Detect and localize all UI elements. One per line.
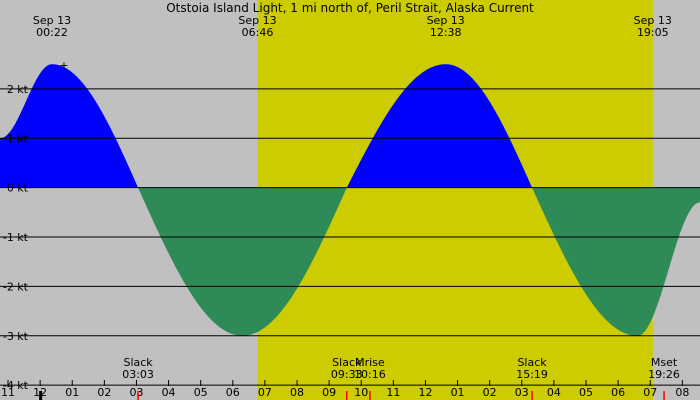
event-name-label: Mrise — [355, 356, 385, 369]
x-tick-label: 01 — [65, 386, 79, 399]
event-name-label: Slack — [123, 356, 153, 369]
event-time-label: 03:03 — [122, 368, 154, 381]
flood-current-area — [0, 64, 700, 188]
x-tick-label: 01 — [451, 386, 465, 399]
x-tick-label: 12 — [418, 386, 432, 399]
peak-marker: + — [59, 59, 68, 72]
y-tick-label: -2 kt — [3, 280, 29, 293]
x-tick-label: 06 — [226, 386, 240, 399]
top-event-date: Sep 13 — [33, 14, 71, 27]
x-tick-label: 04 — [547, 386, 561, 399]
y-tick-label: 0 kt — [7, 182, 29, 195]
event-name-label: Slack — [517, 356, 547, 369]
event-time-label: 15:19 — [516, 368, 548, 381]
x-tick-label: 02 — [97, 386, 111, 399]
x-tick-label: 05 — [194, 386, 208, 399]
chart-title: Otstoia Island Light, 1 mi north of, Per… — [166, 1, 534, 15]
top-event-date: Sep 13 — [427, 14, 465, 27]
midnight-marker — [39, 391, 43, 400]
y-tick-label: -3 kt — [3, 330, 29, 343]
event-time-label: 19:26 — [648, 368, 680, 381]
x-tick-label: 11 — [1, 386, 15, 399]
x-tick-label: 03 — [515, 386, 529, 399]
x-tick-label: 05 — [579, 386, 593, 399]
x-tick-label: 08 — [675, 386, 689, 399]
y-tick-label: 2 kt — [7, 83, 29, 96]
gridlines — [0, 88, 700, 386]
x-tick-label: 06 — [611, 386, 625, 399]
x-tick-label: 08 — [290, 386, 304, 399]
x-tick-label: 09 — [322, 386, 336, 399]
top-event-time: 06:46 — [242, 26, 274, 39]
event-time-label: 09:33 — [331, 368, 363, 381]
ebb-current-area — [0, 187, 700, 336]
y-tick-label: -1 kt — [3, 231, 29, 244]
y-tick-label: -4 kt — [3, 379, 29, 392]
top-event-time: 12:38 — [430, 26, 462, 39]
top-event-date: Sep 13 — [634, 14, 672, 27]
x-tick-label: 07 — [643, 386, 657, 399]
y-tick-label: 1 kt — [7, 132, 29, 145]
top-event-date: Sep 13 — [238, 14, 276, 27]
event-time-label: 10:16 — [354, 368, 386, 381]
top-event-time: 00:22 — [36, 26, 68, 39]
x-axis: 1112010203040506070809101112010203040506… — [1, 380, 689, 400]
x-tick-label: 07 — [258, 386, 272, 399]
x-tick-label: 04 — [162, 386, 176, 399]
event-name-label: Slack — [332, 356, 362, 369]
x-tick-label: 10 — [354, 386, 368, 399]
x-tick-label: 11 — [386, 386, 400, 399]
x-tick-label: 03 — [129, 386, 143, 399]
x-tick-label: 02 — [483, 386, 497, 399]
bottom-event-labels: Slack03:03Slack09:33Mrise10:16Slack15:19… — [122, 356, 680, 381]
event-name-label: Mset — [651, 356, 678, 369]
y-axis-labels: 2 kt 1 kt 0 kt -1 kt -2 kt -3 kt -4 kt — [3, 83, 29, 392]
top-event-time: 19:05 — [637, 26, 669, 39]
